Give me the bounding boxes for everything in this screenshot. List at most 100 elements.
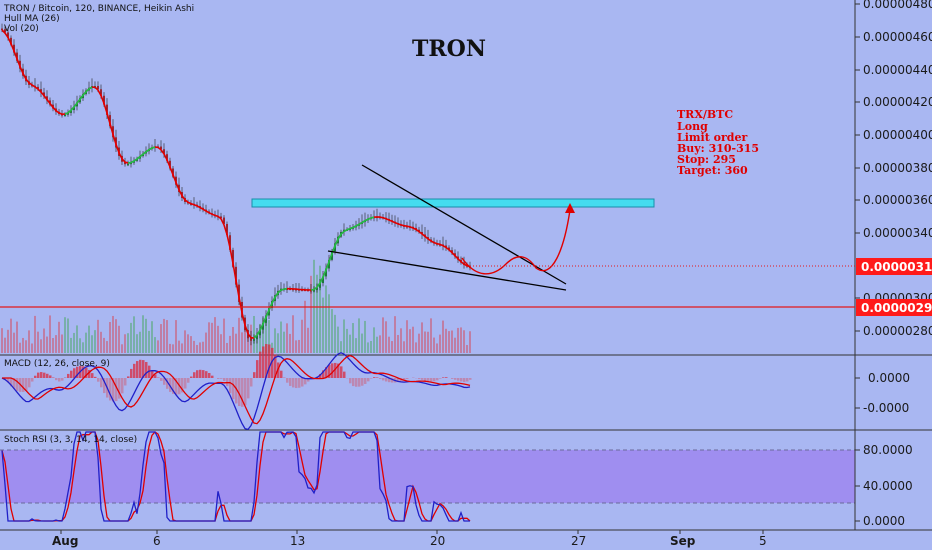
macd-hist-bar xyxy=(91,373,94,378)
volume-bar xyxy=(208,322,210,353)
macd-hist-bar xyxy=(442,377,445,378)
macd-hist-bar xyxy=(61,378,64,381)
volume-bar xyxy=(436,343,438,353)
macd-hist-bar xyxy=(250,378,253,387)
macd-hist-bar xyxy=(352,378,355,387)
volume-bar xyxy=(166,320,168,353)
macd-legend: MACD (12, 26, close, 9) xyxy=(4,359,110,369)
macd-hist-bar xyxy=(22,378,25,392)
volume-bar xyxy=(28,330,30,353)
volume-bars xyxy=(1,259,471,353)
stoch-k-line xyxy=(1,431,470,522)
macd-hist-bar xyxy=(385,378,388,382)
volume-bar xyxy=(133,316,135,353)
volume-bar xyxy=(199,342,201,353)
price-tick: 0.00000460 xyxy=(863,30,932,44)
volume-bar xyxy=(190,336,192,353)
stoch-tick: 80.0000 xyxy=(863,443,913,457)
volume-bar xyxy=(181,343,183,353)
volume-bar xyxy=(223,318,225,353)
volume-bar xyxy=(232,326,234,353)
volume-bar xyxy=(286,323,288,353)
volume-bar xyxy=(310,275,312,353)
stoch-legend: Stoch RSI (3, 3, 14, 14, close) xyxy=(4,435,137,445)
volume-bar xyxy=(193,340,195,353)
macd-hist-bar xyxy=(364,378,367,384)
macd-hist-bar xyxy=(340,366,343,378)
macd-hist-bar xyxy=(361,378,364,386)
price-axis[interactable]: 0.00000480 0.00000460 0.00000440 0.00000… xyxy=(855,0,932,338)
volume-bar xyxy=(49,315,51,353)
macd-hist-bar xyxy=(382,378,385,381)
volume-bar xyxy=(139,331,141,353)
volume-bar xyxy=(463,330,465,353)
volume-bar xyxy=(25,340,27,353)
price-tick: 0.00000420 xyxy=(863,95,932,109)
volume-bar xyxy=(178,340,180,353)
macd-hist-bar xyxy=(130,368,133,378)
volume-bar xyxy=(403,341,405,353)
volume-bar xyxy=(109,322,111,353)
volume-bar xyxy=(97,319,99,353)
volume-bar xyxy=(421,322,423,353)
trade-note-5: Stop: 295 xyxy=(677,153,736,166)
trendline-lower[interactable] xyxy=(327,250,567,291)
time-tick: 27 xyxy=(571,534,586,548)
trendline-upper[interactable] xyxy=(361,164,567,285)
volume-bar xyxy=(283,331,285,353)
macd-hist-bar xyxy=(37,372,40,378)
macd-hist-bar xyxy=(28,378,31,388)
volume-bar xyxy=(259,323,261,353)
macd-tick: -0.0000 xyxy=(863,401,909,415)
volume-bar xyxy=(349,334,351,353)
price-tick: 0.00000400 xyxy=(863,128,932,142)
volume-bar xyxy=(328,294,330,353)
volume-bar xyxy=(280,321,282,353)
price-tick: 0.00000280 xyxy=(863,324,932,338)
macd-hist-bar xyxy=(289,378,292,386)
volume-bar xyxy=(169,343,171,353)
time-axis[interactable]: Aug 6 13 20 27 Sep 5 xyxy=(52,530,767,548)
macd-hist-bar xyxy=(391,378,394,383)
volume-bar xyxy=(76,325,78,353)
time-tick: 6 xyxy=(153,534,161,548)
volume-bar xyxy=(130,322,132,353)
macd-hist-bar xyxy=(322,370,325,378)
volume-bar xyxy=(4,337,6,353)
time-tick: Sep xyxy=(670,534,696,548)
macd-hist-bar xyxy=(151,370,154,378)
macd-hist-bar xyxy=(97,378,100,382)
macd-hist-bar xyxy=(25,378,28,391)
macd-hist-bar xyxy=(268,344,271,378)
volume-bar xyxy=(58,321,60,353)
volume-bar xyxy=(394,316,396,353)
macd-hist-bar xyxy=(469,378,472,380)
resistance-zone[interactable] xyxy=(251,198,655,208)
macd-hist-bar xyxy=(430,378,433,382)
macd-hist-bar xyxy=(424,378,427,381)
volume-bar xyxy=(220,334,222,353)
volume-bar xyxy=(409,329,411,353)
volume-bar xyxy=(391,341,393,353)
macd-hist-bar xyxy=(211,375,214,378)
volume-bar xyxy=(112,315,114,353)
time-tick: Aug xyxy=(52,534,78,548)
volume-bar xyxy=(235,333,237,353)
macd-hist-bar xyxy=(217,378,220,379)
volume-bar xyxy=(157,340,159,353)
macd-hist-bar xyxy=(142,360,145,378)
price-tick: 0.00000440 xyxy=(863,63,932,77)
volume-bar xyxy=(352,323,354,353)
volume-bar xyxy=(274,328,276,353)
macd-hist-bar xyxy=(454,378,457,380)
volume-bar xyxy=(361,333,363,353)
volume-bar xyxy=(145,318,147,353)
macd-hist-bar xyxy=(145,362,148,378)
macd-hist-bar xyxy=(94,376,97,378)
macd-hist-bar xyxy=(355,378,358,387)
volume-bar xyxy=(148,330,150,353)
volume-bar xyxy=(307,327,309,353)
macd-hist-bar xyxy=(16,378,19,391)
volume-bar xyxy=(433,337,435,353)
